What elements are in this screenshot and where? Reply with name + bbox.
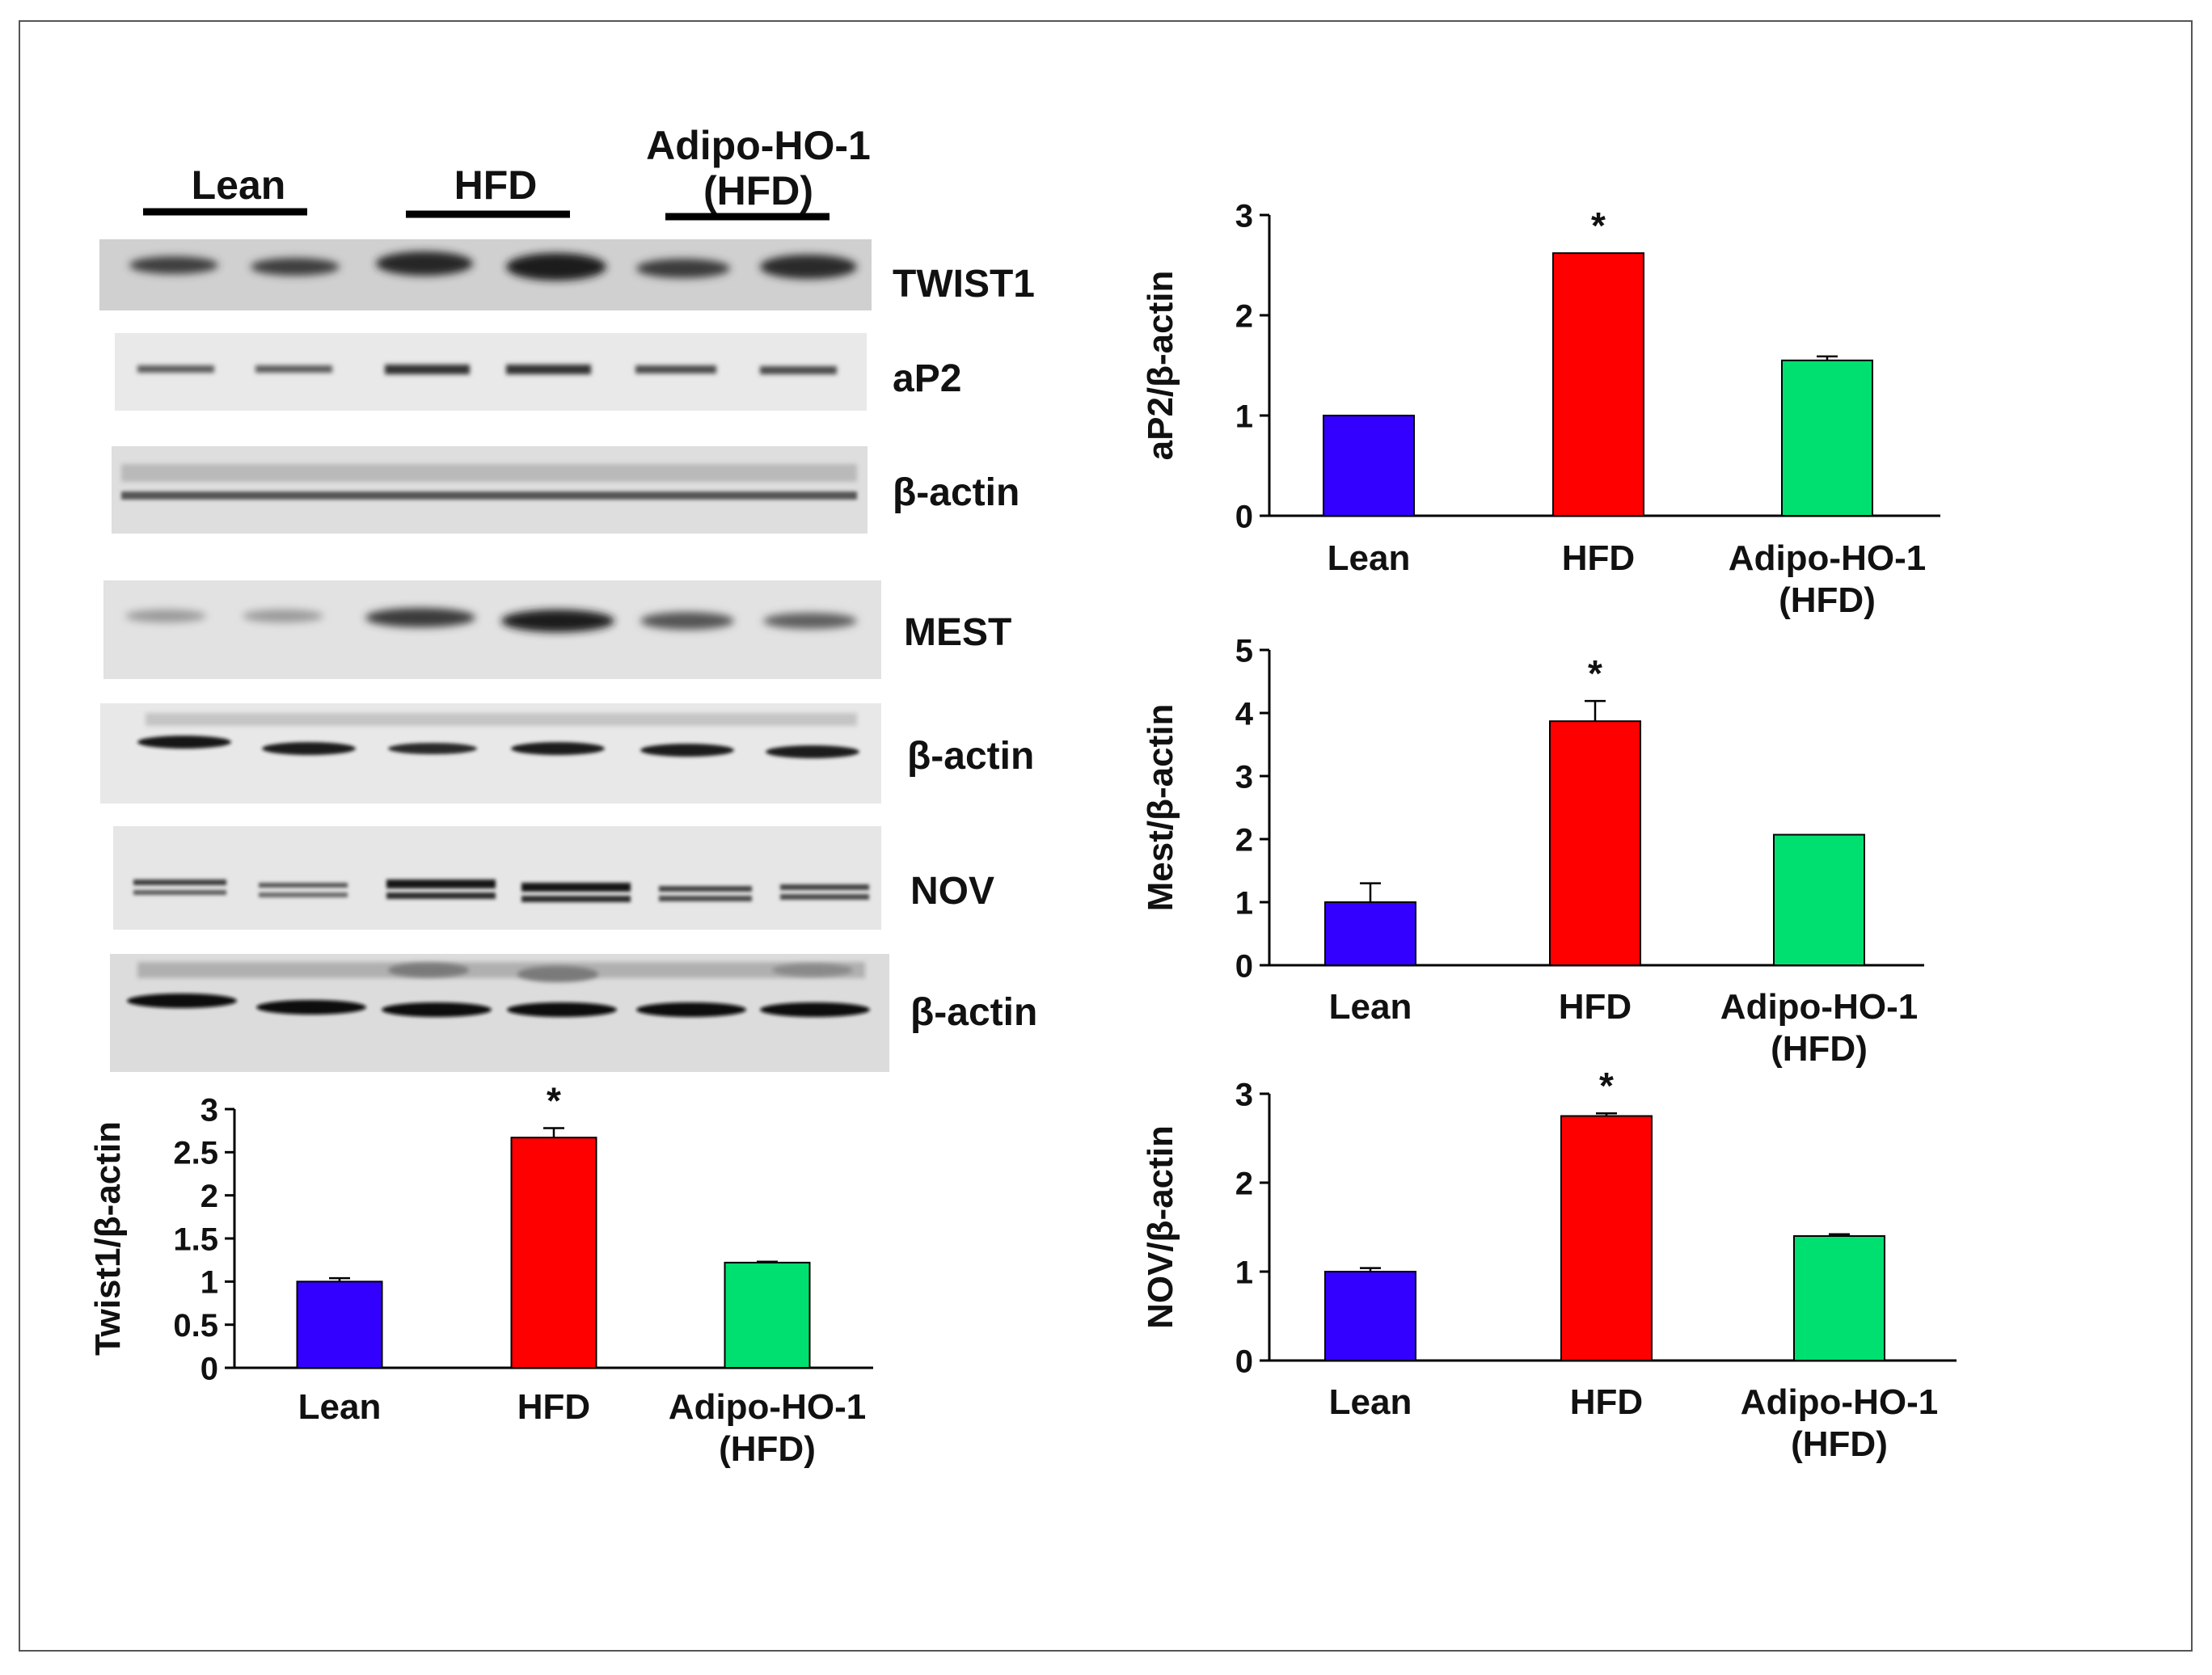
y-tick-label: 1 [1235, 885, 1253, 921]
band-label-actin-3: β-actin [910, 991, 1037, 1034]
significance-label: * [1599, 1065, 1614, 1107]
band-label-actin-2: β-actin [907, 735, 1034, 778]
y-tick-label: 1 [201, 1265, 218, 1301]
blot-strip-twist1 [99, 239, 872, 310]
x-tick-label: HFD [1559, 987, 1632, 1027]
y-tick-label: 2 [1235, 822, 1253, 858]
blot-strip-mest [103, 580, 881, 679]
blot-strip-actin-2 [100, 703, 881, 804]
y-tick-label: 0 [1235, 948, 1253, 984]
y-tick-label: 3 [1235, 759, 1253, 795]
x-tick-label: HFD [517, 1387, 590, 1427]
y-tick-label: 3 [1235, 1077, 1253, 1112]
chart-ap2: 0 1 2 3 aP2/β-actin Lean * HFD Adipo-HO-1(HFD) [1141, 198, 1940, 620]
x-tick-label: (HFD) [719, 1429, 816, 1469]
y-tick-label: 2 [1235, 298, 1253, 334]
bar [1793, 1235, 1885, 1361]
bar [1552, 252, 1644, 517]
bar [1324, 1271, 1416, 1361]
significance-label: * [1591, 205, 1606, 247]
y-axis-label: NOV/β-actin [1141, 1125, 1180, 1329]
y-tick-label: 5 [1235, 633, 1253, 669]
blot-strip-actin-3 [110, 954, 889, 1072]
y-tick-label: 1 [1235, 1255, 1253, 1290]
y-tick-label: 3 [1235, 198, 1253, 234]
y-tick-label: 1 [1235, 399, 1253, 434]
group-label-adipo-hfd: (HFD) [703, 168, 813, 213]
bar [724, 1261, 811, 1369]
y-axis-label: Mest/β-actin [1141, 704, 1180, 912]
figure-frame [19, 20, 2193, 1652]
x-tick-label: (HFD) [1771, 1029, 1868, 1069]
y-tick-label: 3 [201, 1092, 218, 1128]
bar [1323, 415, 1415, 517]
bar [296, 1281, 383, 1369]
bar [510, 1137, 597, 1369]
x-tick-label: Lean [1329, 1382, 1412, 1422]
significance-label: * [1588, 652, 1602, 694]
band-label-actin-1: β-actin [893, 471, 1019, 514]
group-label-lean: Lean [192, 162, 286, 208]
band-label-nov: NOV [910, 870, 994, 913]
y-tick-label: 0 [201, 1351, 218, 1386]
significance-label: * [547, 1079, 561, 1121]
x-tick-label: HFD [1562, 538, 1635, 578]
y-tick-label: 2.5 [173, 1136, 218, 1171]
blot-strip-ap2 [115, 333, 867, 411]
bar [1781, 359, 1873, 517]
chart-mest: 0 1 2 3 4 5 Mest/β-actin Lean * HFD Adipo-HO-1(HFD… [1141, 633, 1924, 1069]
x-tick-label: (HFD) [1779, 580, 1876, 620]
y-tick-label: 2 [201, 1179, 218, 1214]
blot-strip-nov [113, 826, 881, 930]
blot-strip-actin-1 [112, 446, 867, 534]
x-tick-label: Adipo-HO-1 [669, 1387, 866, 1427]
chart-nov: 0 1 2 3 NOV/β-actin Lean * HFD Adipo-HO-1(HFD) [1141, 1065, 1957, 1464]
y-tick-label: 2 [1235, 1166, 1253, 1201]
x-tick-label: Lean [1329, 987, 1412, 1027]
y-tick-label: 0.5 [173, 1308, 218, 1344]
y-tick-label: 4 [1235, 696, 1254, 732]
group-label-hfd: HFD [454, 162, 538, 208]
x-tick-label: Adipo-HO-1 [1741, 1382, 1938, 1422]
bar [1549, 720, 1641, 966]
bar [1324, 901, 1416, 966]
y-axis-label: Twist1/β-actin [88, 1121, 128, 1356]
bar [1773, 833, 1865, 966]
x-tick-label: HFD [1570, 1382, 1643, 1422]
band-label-twist1: TWIST1 [893, 263, 1035, 306]
band-label-ap2: aP2 [893, 357, 961, 400]
y-tick-label: 1.5 [173, 1221, 218, 1257]
x-tick-label: Adipo-HO-1 [1729, 538, 1926, 578]
y-tick-label: 0 [1235, 499, 1253, 534]
group-label-adipo: Adipo-HO-1 [646, 123, 871, 168]
y-tick-label: 0 [1235, 1344, 1253, 1379]
y-axis-label: aP2/β-actin [1141, 271, 1180, 461]
chart-twist1: 0 0.5 1 1.5 2 2.5 3 Twist1/β-actin Lean * HFD Adipo… [88, 1079, 873, 1469]
band-label-mest: MEST [904, 611, 1011, 654]
x-tick-label: Adipo-HO-1 [1720, 987, 1918, 1027]
x-tick-label: (HFD) [1791, 1424, 1888, 1464]
x-tick-label: Lean [298, 1387, 382, 1427]
x-tick-label: Lean [1328, 538, 1411, 578]
bar [1560, 1115, 1653, 1361]
